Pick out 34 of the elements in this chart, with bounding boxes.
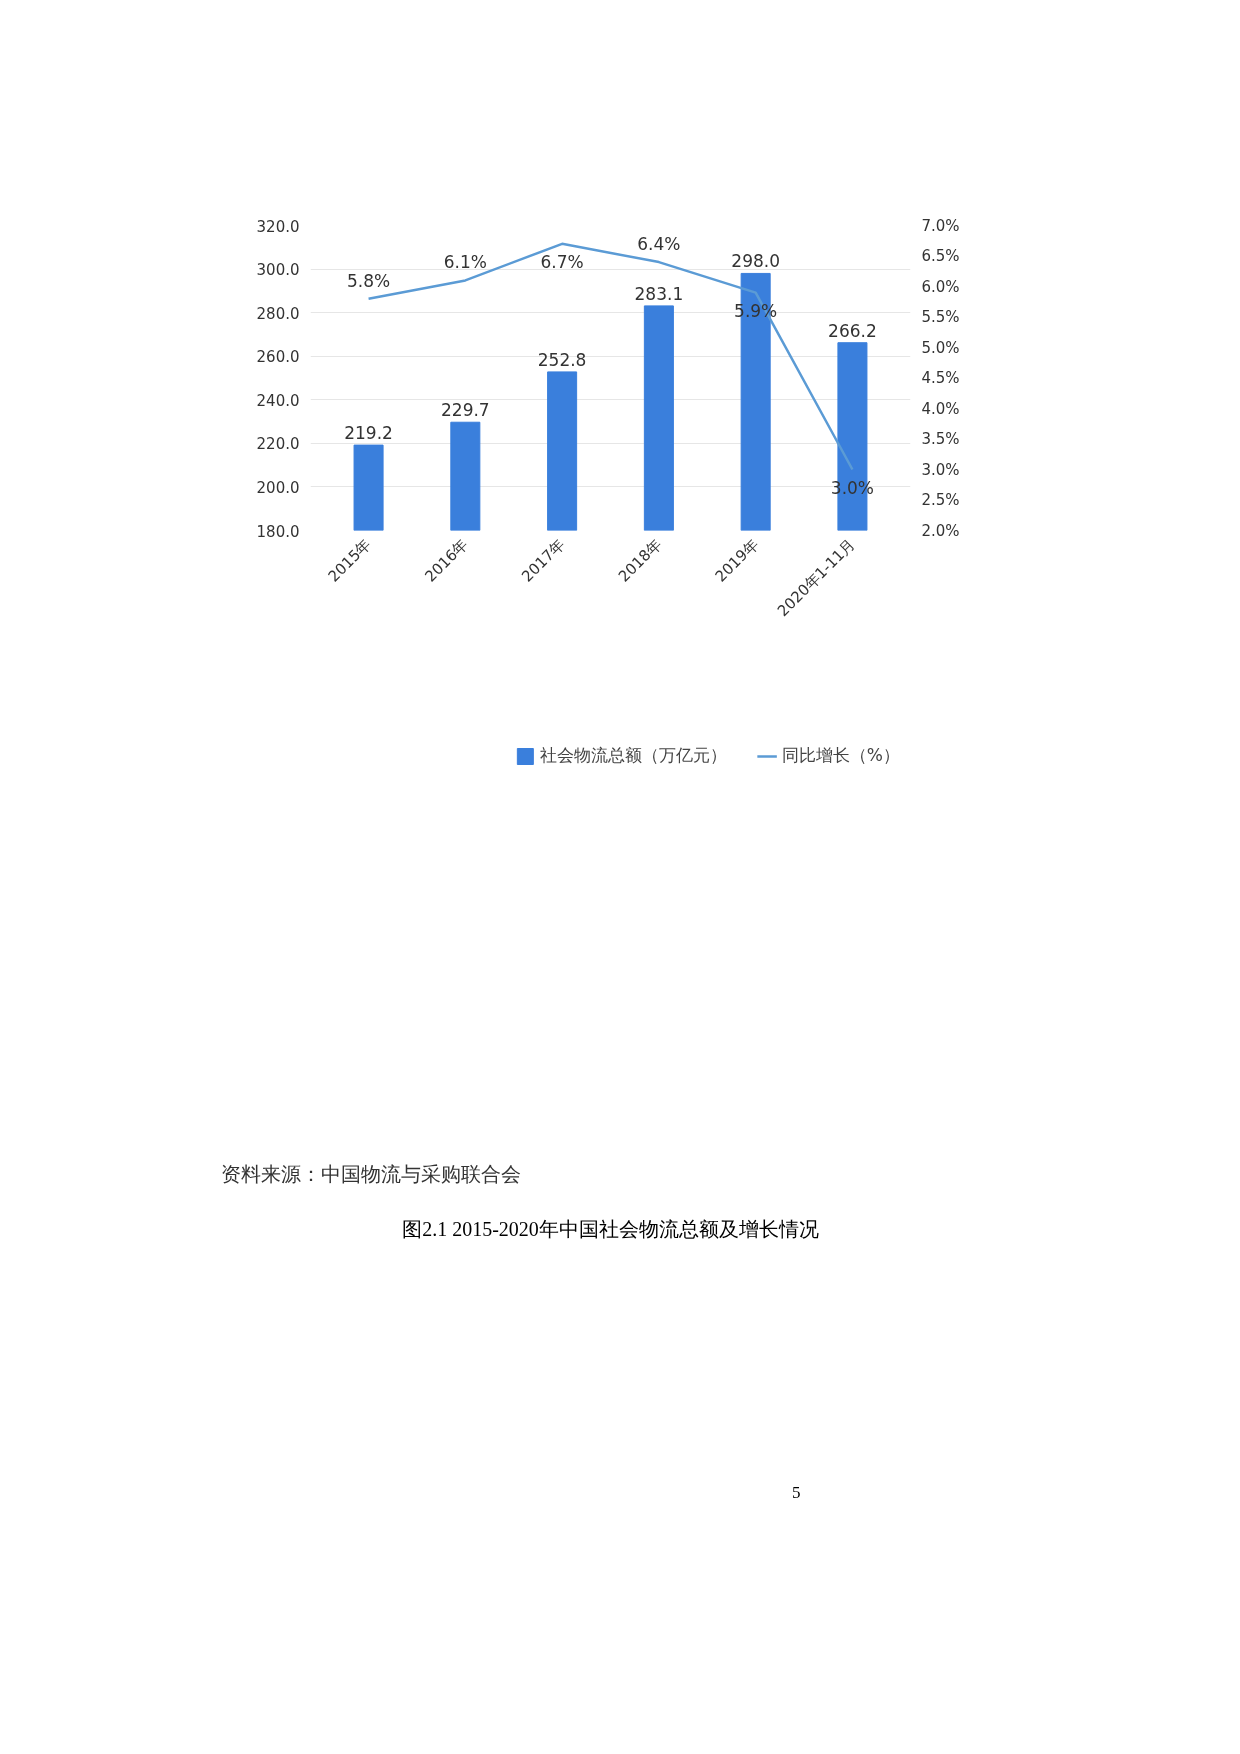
data-label: 229.7 <box>441 400 490 421</box>
y-tick-label: 220.0 <box>256 435 300 454</box>
data-label: 6.1% <box>443 252 487 273</box>
y2-tick-label: 6.5% <box>921 247 960 265</box>
y2-tick-label: 5.5% <box>921 308 960 326</box>
y-tick-label: 320.0 <box>256 217 300 236</box>
data-label: 283.1 <box>634 283 684 304</box>
legend-label: 同比增长（%） <box>781 744 900 767</box>
y2-tick-label: 4.0% <box>921 399 960 418</box>
y2-tick-label: 5.0% <box>921 338 960 357</box>
y2-tick-label: 2.5% <box>921 491 960 509</box>
y-tick-label: 300.0 <box>256 261 300 280</box>
y-tick-label: 280.0 <box>256 304 300 323</box>
data-label: 219.2 <box>344 423 393 444</box>
data-label: 298.0 <box>731 251 780 272</box>
y-tick-label: 260.0 <box>256 348 300 367</box>
y2-tick-label: 4.5% <box>921 369 960 387</box>
legend-label: 社会物流总额（万亿元） <box>539 744 727 767</box>
y2-tick-label: 3.5% <box>921 430 960 448</box>
text: 资料来源：中国物流与采购联合会 <box>220 1161 521 1186</box>
y2-tick-label: 3.0% <box>921 460 960 479</box>
y-tick-label: 180.0 <box>256 522 300 541</box>
data-label: 5.8% <box>346 270 391 291</box>
y-tick-label: 240.0 <box>256 391 300 410</box>
y2-tick-label: 7.0% <box>921 216 960 235</box>
data-label: 266.2 <box>828 320 877 341</box>
data-label: 252.8 <box>537 349 587 370</box>
y-tick-label: 200.0 <box>256 478 300 497</box>
data-label: 6.7% <box>540 251 584 272</box>
caption: 图2.1 2015-2020年中国社会物流总额及增长情况 <box>402 1217 819 1240</box>
text: 5 <box>792 1482 801 1502</box>
data-label: 6.4% <box>637 234 681 255</box>
y2-tick-label: 2.0% <box>921 521 960 540</box>
y2-tick-label: 6.0% <box>921 277 960 296</box>
